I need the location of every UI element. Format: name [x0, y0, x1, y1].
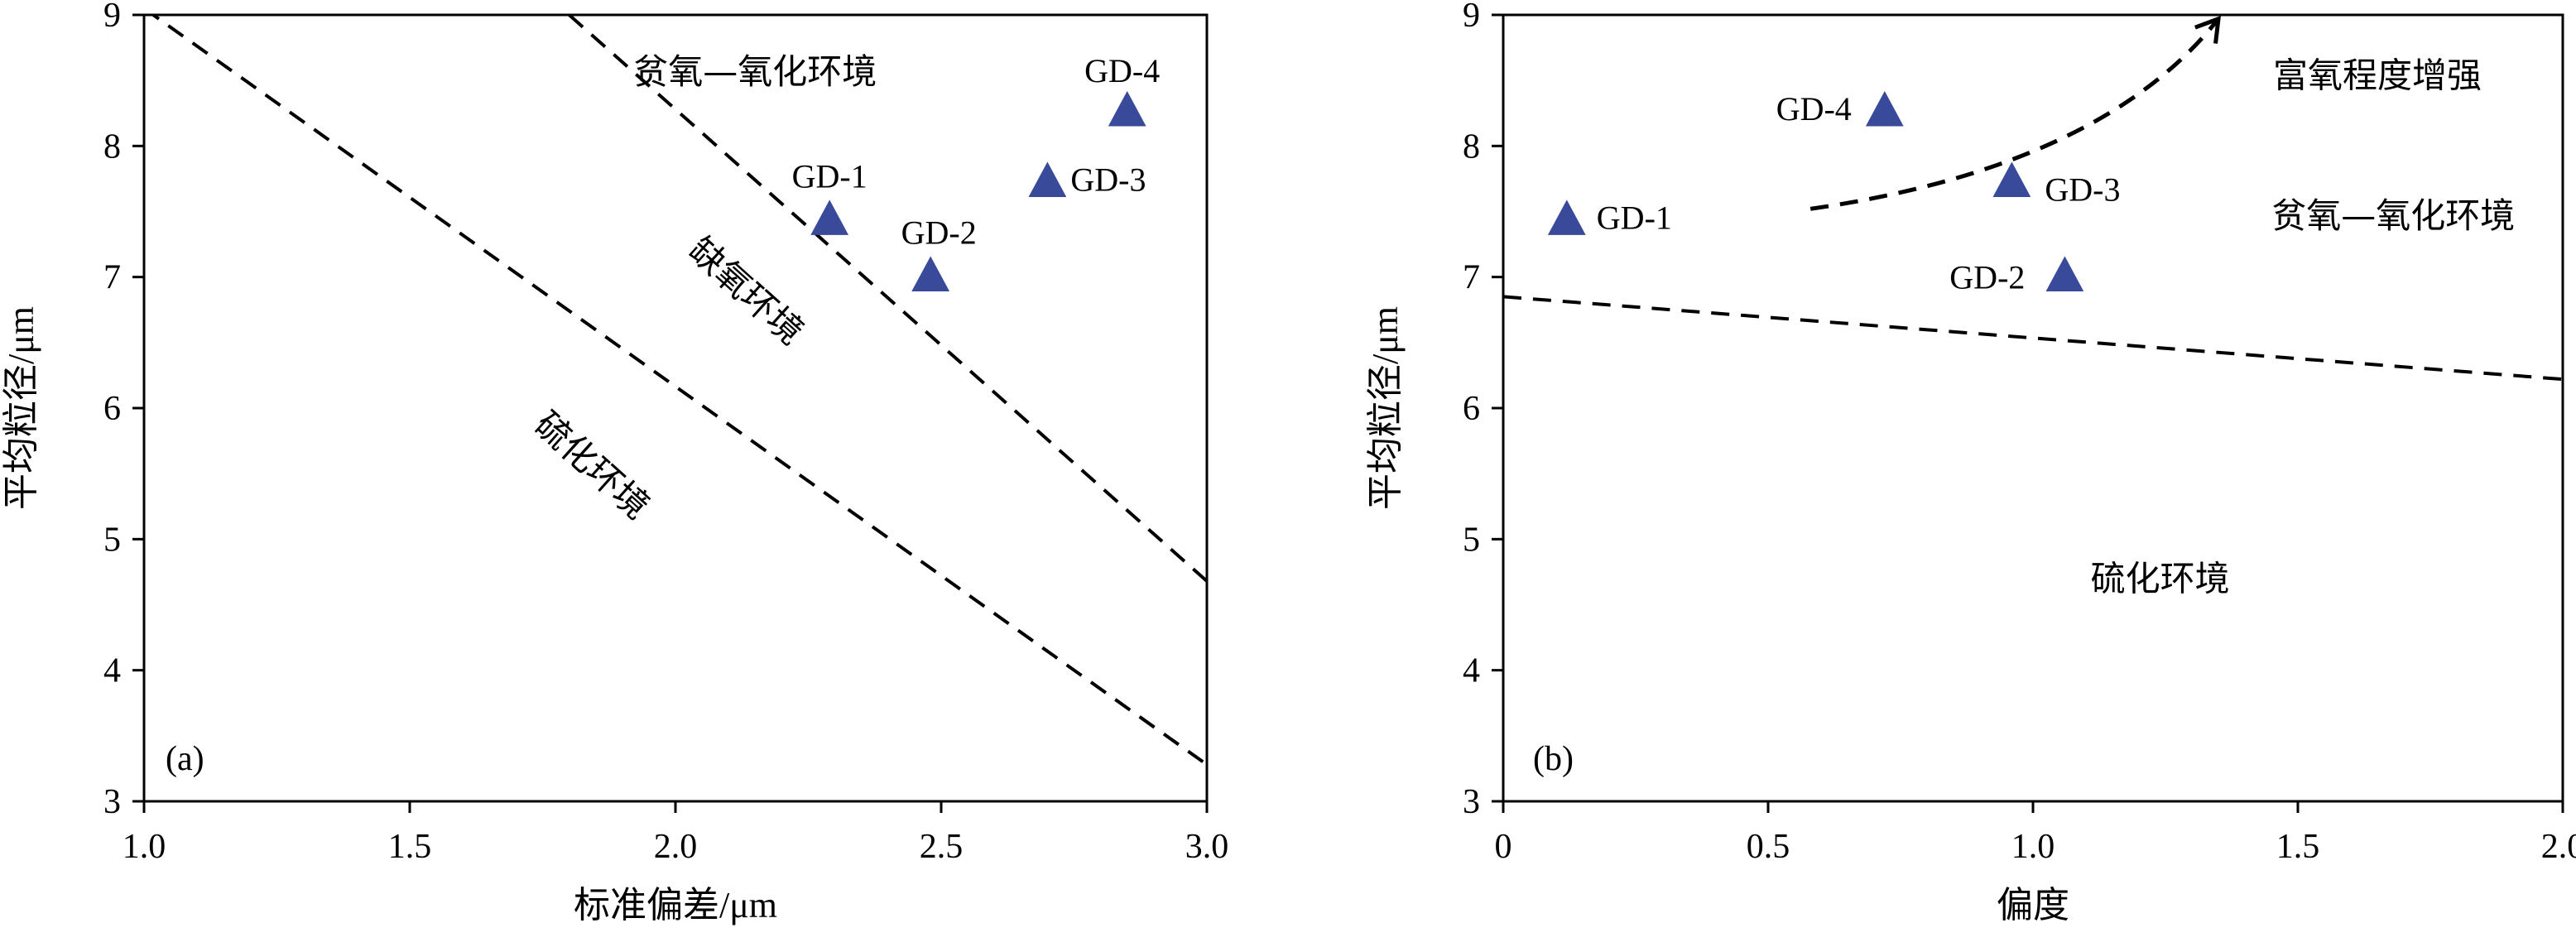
data-point-marker: [2045, 256, 2084, 291]
x-tick-label: 0.5: [1747, 828, 1790, 866]
y-tick-label: 5: [1463, 521, 1480, 559]
y-tick-label: 8: [1463, 127, 1480, 166]
region-label: 缺氧环境: [681, 229, 812, 353]
y-tick-label: 5: [103, 521, 121, 559]
data-point-marker: [1865, 90, 1904, 127]
data-point-label: GD-1: [1597, 199, 1672, 237]
data-point-marker: [1547, 199, 1586, 235]
trend-arrow-head: [2194, 15, 2221, 44]
plot-frame: [142, 13, 1209, 803]
data-point-label: GD-3: [2045, 171, 2120, 209]
data-point-label: GD-4: [1084, 52, 1160, 89]
region-label: 硫化环境: [526, 404, 657, 527]
boundary-line: [150, 15, 1207, 767]
x-tick-label: 0: [1495, 828, 1512, 866]
x-tick-label: 2.0: [654, 828, 698, 866]
y-tick-label: 4: [103, 652, 121, 690]
x-tick-label: 2.0: [2541, 828, 2576, 866]
x-axis-title: 标准偏差/μm: [574, 885, 777, 925]
y-tick-label: 7: [1463, 259, 1480, 297]
boundary-line: [568, 15, 1207, 583]
panel-b: 0 0.5 1.0 1.5 2.0 3 4 5 6 7 8 9 偏度 平均粒径/μm (b) 富氧程度增强贫氧…: [1365, 0, 2576, 925]
panel-label: (b): [1533, 740, 1574, 778]
trend-arrow: [1809, 19, 2218, 211]
y-tick-label: 9: [1463, 0, 1480, 35]
region-label: 富氧程度增强: [2273, 55, 2482, 96]
y-tick-label: 7: [103, 259, 121, 297]
panel-a: 1.0 1.5 2.0 2.5 3.0 3 4 5 6 7 8 9 标准偏差/μm 平均粒径/μm (a) 贫…: [1, 0, 1228, 925]
data-point-label: GD-2: [901, 214, 977, 252]
data-point-label: GD-2: [1949, 259, 2025, 296]
y-tick-label: 4: [1463, 652, 1480, 690]
x-tick-label: 2.5: [920, 828, 964, 866]
data-point-label: GD-4: [1776, 90, 1852, 127]
region-label: 贫氧—氧化环境: [633, 51, 877, 92]
plot-content: [1503, 295, 2563, 382]
plot-content: [150, 15, 1207, 767]
panel-label: (a): [166, 740, 204, 778]
data-point-marker: [1108, 90, 1146, 127]
x-tick-label: 1.0: [2011, 828, 2055, 866]
data-point-label: GD-3: [1070, 161, 1146, 199]
region-label: 硫化环境: [2091, 559, 2230, 599]
plot-frame: [1502, 13, 2564, 803]
data-point-marker: [911, 256, 950, 291]
y-tick-label: 6: [1463, 390, 1480, 428]
data-point-label: GD-1: [792, 158, 867, 195]
data-point-marker: [810, 199, 849, 235]
x-axis-title: 偏度: [1997, 885, 2069, 925]
x-tick-label: 1.5: [2276, 828, 2320, 866]
x-tick-label: 1.5: [388, 828, 432, 866]
boundary-line: [1503, 295, 2563, 382]
data-point-marker: [1992, 161, 2031, 197]
y-tick-label: 8: [103, 127, 121, 166]
y-tick-label: 9: [103, 0, 121, 35]
y-axis-title: 平均粒径/μm: [1365, 306, 1406, 510]
x-tick-label: 3.0: [1185, 828, 1229, 866]
region-label: 贫氧—氧化环境: [2271, 195, 2515, 236]
y-tick-label: 3: [1463, 783, 1480, 821]
x-tick-label: 1.0: [123, 828, 166, 866]
y-axis-title: 平均粒径/μm: [1, 306, 41, 510]
y-tick-label: 3: [103, 783, 121, 821]
y-tick-label: 6: [103, 390, 121, 428]
data-point-marker: [1028, 161, 1067, 197]
